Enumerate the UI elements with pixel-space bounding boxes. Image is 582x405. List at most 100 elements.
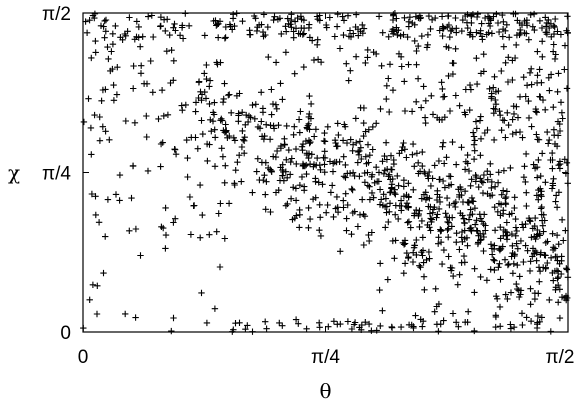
data-point [477,135,485,142]
data-point [360,241,367,249]
y-axis-label: χ [8,160,20,184]
data-point [263,121,270,128]
data-point [362,319,369,326]
data-point [319,181,326,188]
data-point [306,92,313,100]
data-point [349,186,356,194]
data-point [386,200,394,207]
data-point [158,87,166,94]
data-point [503,21,510,28]
data-point [491,204,498,211]
data-point [349,147,356,154]
data-point [405,218,413,225]
data-point [468,176,475,183]
data-point [226,91,233,98]
data-point [343,215,350,222]
data-point [511,204,518,212]
data-point [300,63,307,71]
data-point [344,170,351,177]
data-point [471,327,478,335]
data-point [316,161,323,169]
data-point [88,54,95,62]
data-point [100,269,107,277]
data-point [194,145,201,152]
data-point [104,196,112,203]
data-point [416,207,423,214]
data-point [96,113,103,121]
data-point [533,109,540,116]
data-point [349,141,357,148]
data-point [170,314,177,322]
data-point [411,212,418,219]
data-point [467,182,474,189]
data-point [419,148,426,156]
data-point [555,274,562,281]
data-point [273,147,281,155]
data-point [211,305,219,312]
data-point [334,209,342,216]
data-point [167,79,174,87]
data-point [424,41,431,48]
data-point [284,174,291,181]
data-point [299,147,306,154]
data-point [490,13,497,20]
data-point [122,32,129,39]
data-point [371,179,378,186]
data-point [163,48,170,55]
data-point [192,99,200,106]
data-point [532,214,539,222]
data-point [277,145,285,152]
data-point [436,176,443,183]
data-point [182,101,189,109]
data-point [486,85,493,92]
data-point [224,134,231,141]
data-point [365,126,372,133]
x-axis-label: θ [319,379,331,403]
data-point [279,172,286,179]
data-point [488,178,495,186]
data-point [292,145,300,153]
data-point [394,172,401,180]
data-point [321,148,328,155]
data-point [389,237,396,245]
data-point [314,16,321,23]
data-point [550,104,557,111]
data-point [343,60,350,67]
data-point [420,273,428,280]
data-point [534,174,541,181]
data-point [386,108,393,116]
data-point [244,322,251,329]
data-point [217,200,224,207]
data-point [236,319,243,326]
data-point [441,93,448,100]
data-point [215,20,222,27]
data-point [536,318,543,325]
data-point [500,43,507,50]
data-point [517,287,525,294]
data-point [137,252,144,259]
data-point [93,310,101,318]
data-point [145,13,152,20]
data-point [362,59,369,67]
data-point [254,123,262,131]
data-point [301,162,309,170]
data-point [445,182,453,189]
data-point [357,104,364,111]
data-point [557,31,565,38]
data-point [266,136,274,143]
data-point [396,150,403,157]
data-point [334,11,341,18]
data-point [258,89,265,96]
data-point [262,206,269,213]
data-point [457,210,464,217]
data-point [528,81,535,88]
data-point [471,137,478,144]
data-point [523,22,531,29]
data-point [110,97,118,104]
data-point [449,310,457,317]
data-point [360,119,367,127]
data-point [409,258,417,266]
data-point [170,219,177,226]
data-point [533,192,540,199]
data-point [408,108,416,115]
